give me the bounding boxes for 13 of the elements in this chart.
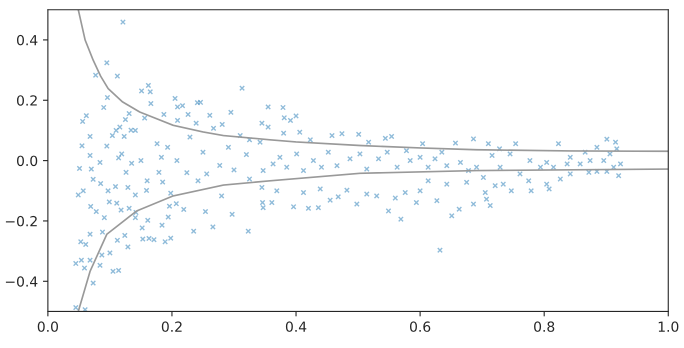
y-tick-label: 0.2 <box>16 95 37 106</box>
x-tick-label: 1.0 <box>658 321 678 332</box>
x-tick-label: 0.0 <box>38 321 58 332</box>
y-tick-label: 0.0 <box>16 156 38 166</box>
y-tick-label: 0.4 <box>16 34 38 46</box>
x-tick-label: 0.8 <box>534 321 554 332</box>
y-tick-label: −0.4 <box>6 276 38 287</box>
line-series <box>77 168 668 312</box>
line-series <box>77 10 668 152</box>
x-tick-label: 0.4 <box>286 321 306 332</box>
y-tick-label: −0.2 <box>6 216 37 226</box>
x-tick-label: 0.2 <box>162 321 182 332</box>
x-tick-label: 0.6 <box>410 321 430 332</box>
